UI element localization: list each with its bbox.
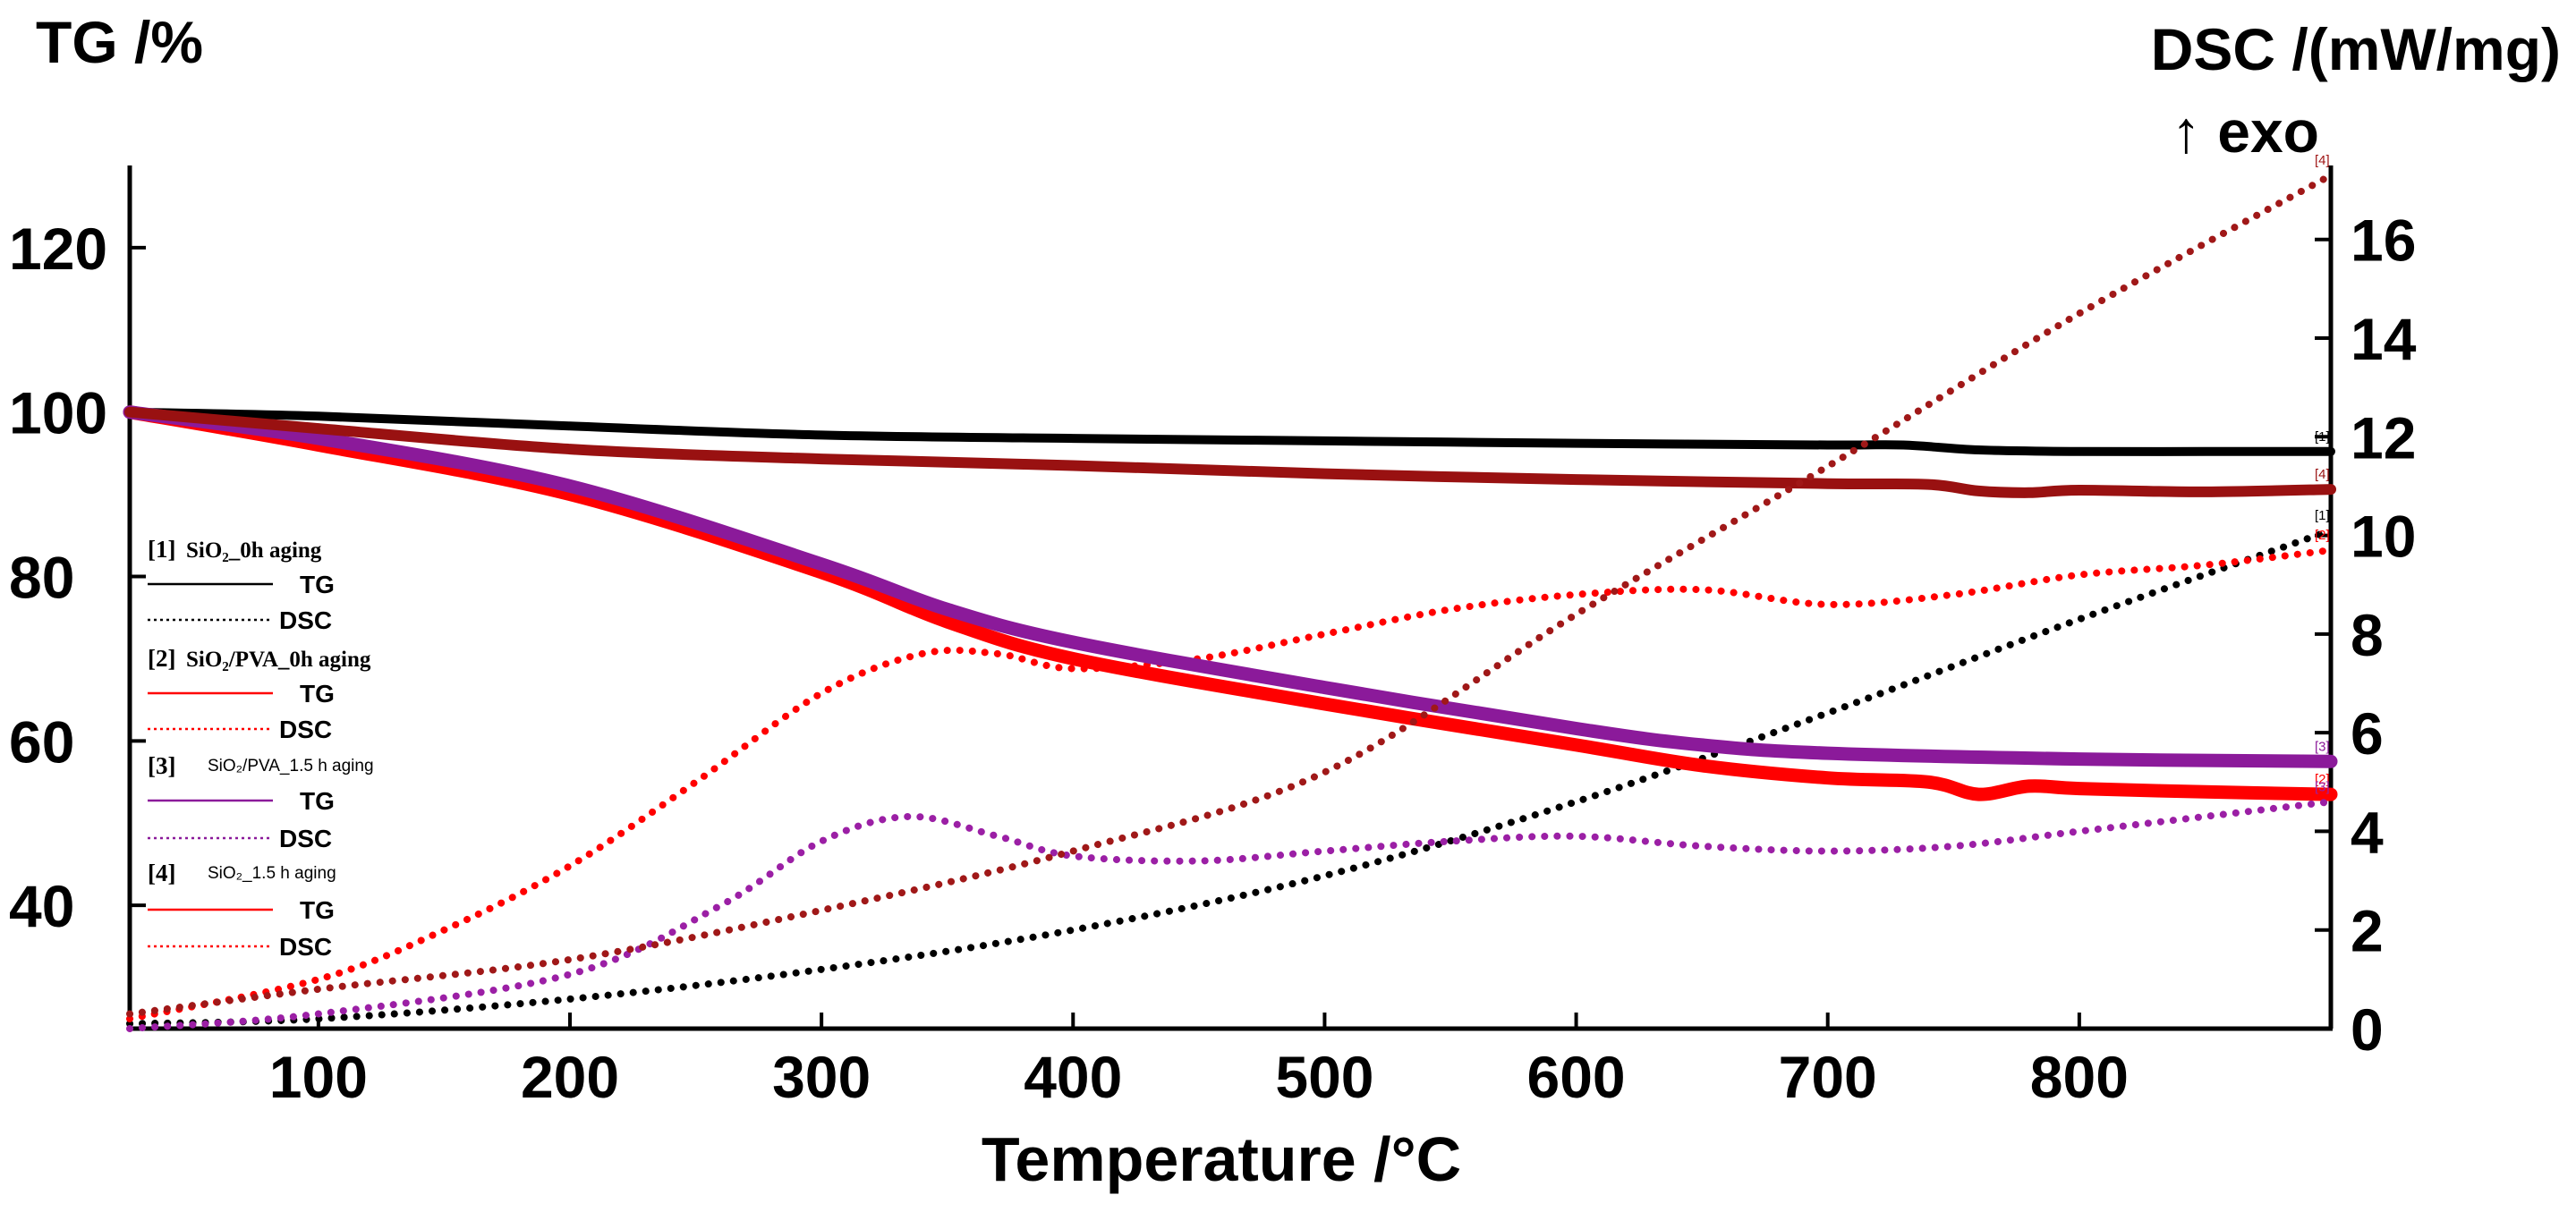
right-axis-ticks: 0 2 4 6 8 10 12 14 16 (2315, 208, 2417, 1063)
curve-end-tag: [1] (2315, 429, 2330, 445)
legend-entry-1: [1] SiO₂_0h aging TG DSC (148, 536, 335, 634)
legend-entry-3: [3] SiO₂/PVA_1.5 h aging TG DSC (148, 752, 374, 852)
curve-end-tags: [1][1][2][2][3][3][4][4] (2315, 153, 2330, 794)
y-right-tick-label: 16 (2351, 208, 2416, 274)
left-axis-ticks: 40 60 80 100 120 (9, 216, 146, 939)
curve-end-tag: [4] (2315, 467, 2330, 482)
legend-index: [3] (148, 752, 175, 779)
x-tick-label: 200 (521, 1044, 619, 1110)
legend-dsc-label: DSC (279, 933, 332, 961)
legend-index: [2] (148, 645, 175, 672)
y-right-tick-label: 14 (2351, 306, 2417, 372)
x-tick-label: 600 (1527, 1044, 1626, 1110)
y-right-tick-label: 0 (2351, 996, 2384, 1063)
series-line-2-dsc (126, 527, 2334, 1028)
series-line-8-dsc (126, 172, 2334, 1018)
x-tick-label: 100 (269, 1044, 368, 1110)
legend: [1] SiO₂_0h aging TG DSC [2] SiO₂/PVA_0h… (148, 536, 374, 961)
y-right-tick-label: 8 (2351, 602, 2384, 668)
series-layer (123, 172, 2338, 1032)
x-axis-ticks: 100 200 300 400 500 600 700 800 (269, 1013, 2129, 1110)
legend-index: [4] (148, 860, 175, 886)
curve-end-tag: [4] (2315, 153, 2330, 168)
x-tick-label: 400 (1024, 1044, 1122, 1110)
y-right-tick-label: 2 (2351, 898, 2384, 964)
series-line-1-tg (125, 407, 2335, 456)
legend-tg-label: TG (300, 571, 335, 598)
legend-entry-2: [2] SiO₂/PVA_0h aging TG DSC (148, 645, 371, 743)
curve-end-tag: [2] (2315, 528, 2330, 543)
legend-tg-label: TG (300, 787, 335, 815)
curve-end-tag: [2] (2315, 772, 2330, 787)
right-axis-title: DSC /(mW/mg) (2151, 16, 2561, 82)
x-tick-label: 700 (1779, 1044, 1877, 1110)
y-right-tick-label: 10 (2351, 504, 2416, 570)
left-axis-title: TG /% (36, 9, 203, 75)
y-left-tick-label: 80 (9, 545, 74, 611)
x-tick-label: 300 (772, 1044, 871, 1110)
series-line-7-tg (124, 406, 2336, 498)
legend-sample: SiO₂/PVA_1.5 h aging (208, 757, 374, 776)
curve-end-tag: [3] (2315, 739, 2330, 754)
legend-dsc-label: DSC (279, 606, 332, 634)
series-line-5-tg (123, 405, 2338, 768)
legend-tg-label: TG (300, 680, 335, 708)
legend-entry-4: [4] SiO₂_1.5 h aging TG DSC (148, 860, 336, 961)
legend-sample: SiO₂_0h aging (186, 538, 322, 563)
legend-tg-label: TG (300, 896, 335, 924)
plot-frame (127, 165, 2334, 1031)
curve-end-tag: [1] (2315, 508, 2330, 523)
legend-sample: SiO₂/PVA_0h aging (186, 648, 371, 672)
x-axis-title: Temperature /°C (982, 1124, 1461, 1194)
legend-index: [1] (148, 536, 175, 563)
y-left-tick-label: 40 (9, 873, 74, 939)
x-tick-label: 500 (1275, 1044, 1373, 1110)
legend-dsc-label: DSC (279, 716, 332, 743)
x-tick-label: 800 (2030, 1044, 2129, 1110)
curve-end-tag: [3] (2315, 779, 2330, 794)
series-line-3-tg (123, 405, 2338, 801)
y-left-tick-label: 60 (9, 708, 74, 775)
right-axis-subtitle: ↑ exo (2172, 98, 2319, 165)
series-line-4-dsc (126, 547, 2334, 1022)
y-right-tick-label: 4 (2351, 799, 2384, 865)
y-left-tick-label: 120 (9, 216, 107, 282)
y-left-tick-label: 100 (9, 380, 107, 446)
legend-dsc-label: DSC (279, 825, 332, 852)
y-right-tick-label: 12 (2351, 404, 2416, 470)
series-line-6-dsc (126, 798, 2334, 1032)
y-right-tick-label: 6 (2351, 700, 2384, 767)
legend-sample: SiO₂_1.5 h aging (208, 864, 336, 883)
